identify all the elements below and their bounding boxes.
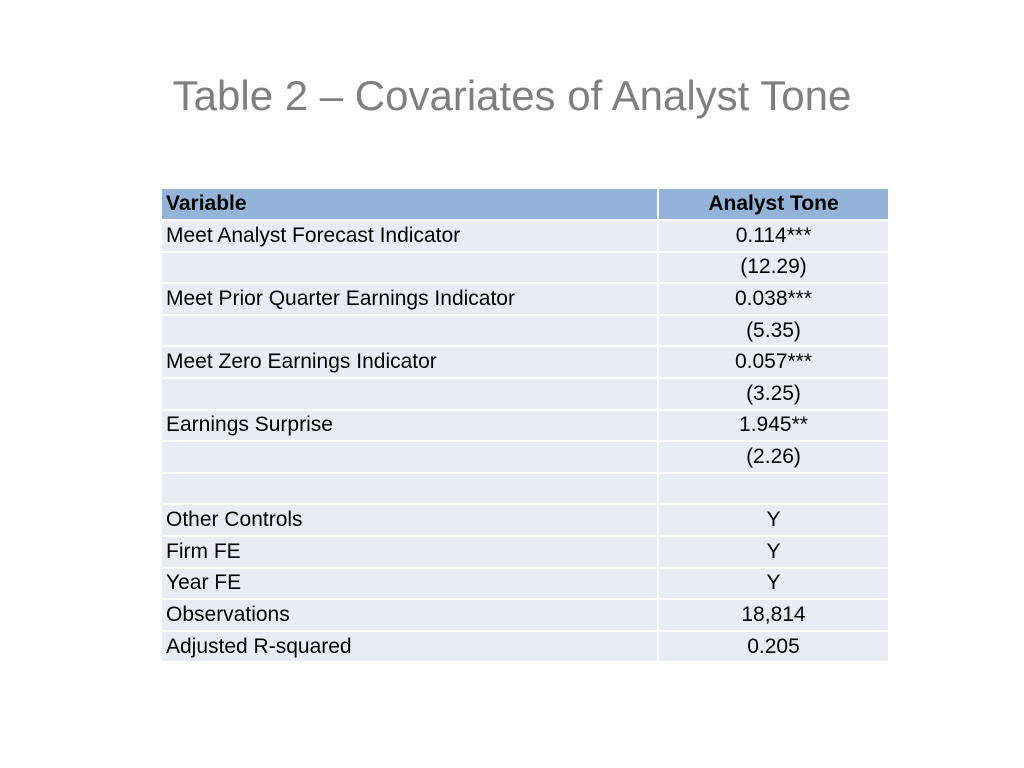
row-variable: Other Controls [160,503,659,537]
table-row: Meet Zero Earnings Indicator 0.057*** [160,345,890,379]
table-row: Meet Prior Quarter Earnings Indicator 0.… [160,282,890,316]
header-variable: Variable [160,187,659,221]
row-value: (2.26) [657,440,890,474]
table-row [160,471,890,506]
row-value: Y [657,534,890,569]
table-row: Year FE Y [160,566,890,601]
row-variable [160,250,659,285]
row-variable [160,471,659,506]
row-value: 0.205 [657,629,890,664]
row-variable: Year FE [160,566,659,601]
table-row: (12.29) [160,250,890,285]
row-variable: Meet Prior Quarter Earnings Indicator [160,282,659,316]
row-variable: Observations [160,598,659,632]
row-variable [160,313,659,348]
row-value [657,471,890,506]
table-row: (2.26) [160,440,890,474]
row-variable: Meet Analyst Forecast Indicator [160,219,659,253]
table-row: (3.25) [160,376,890,411]
row-variable: Earnings Surprise [160,408,659,443]
table-row: Firm FE Y [160,534,890,569]
table-row: Meet Analyst Forecast Indicator 0.114*** [160,219,890,253]
row-value: Y [657,503,890,537]
row-value: 1.945** [657,408,890,443]
slide-title: Table 2 – Covariates of Analyst Tone [172,72,852,119]
row-value: 0.114*** [657,219,890,253]
row-variable: Adjusted R-squared [160,629,659,664]
row-value: (5.35) [657,313,890,348]
table-row: Observations 18,814 [160,598,890,632]
row-value: (3.25) [657,376,890,411]
row-variable: Meet Zero Earnings Indicator [160,345,659,379]
header-analyst-tone: Analyst Tone [657,187,890,221]
row-variable: Firm FE [160,534,659,569]
results-table: Variable Analyst Tone Meet Analyst Forec… [160,187,890,664]
row-value: (12.29) [657,250,890,285]
row-value: 18,814 [657,598,890,632]
table-row: Adjusted R-squared 0.205 [160,629,890,664]
row-value: 0.057*** [657,345,890,379]
table-header-row: Variable Analyst Tone [160,187,890,221]
table-row: Earnings Surprise 1.945** [160,408,890,443]
table-row: Other Controls Y [160,503,890,537]
row-variable [160,376,659,411]
row-value: Y [657,566,890,601]
row-value: 0.038*** [657,282,890,316]
row-variable [160,440,659,474]
table-row: (5.35) [160,313,890,348]
